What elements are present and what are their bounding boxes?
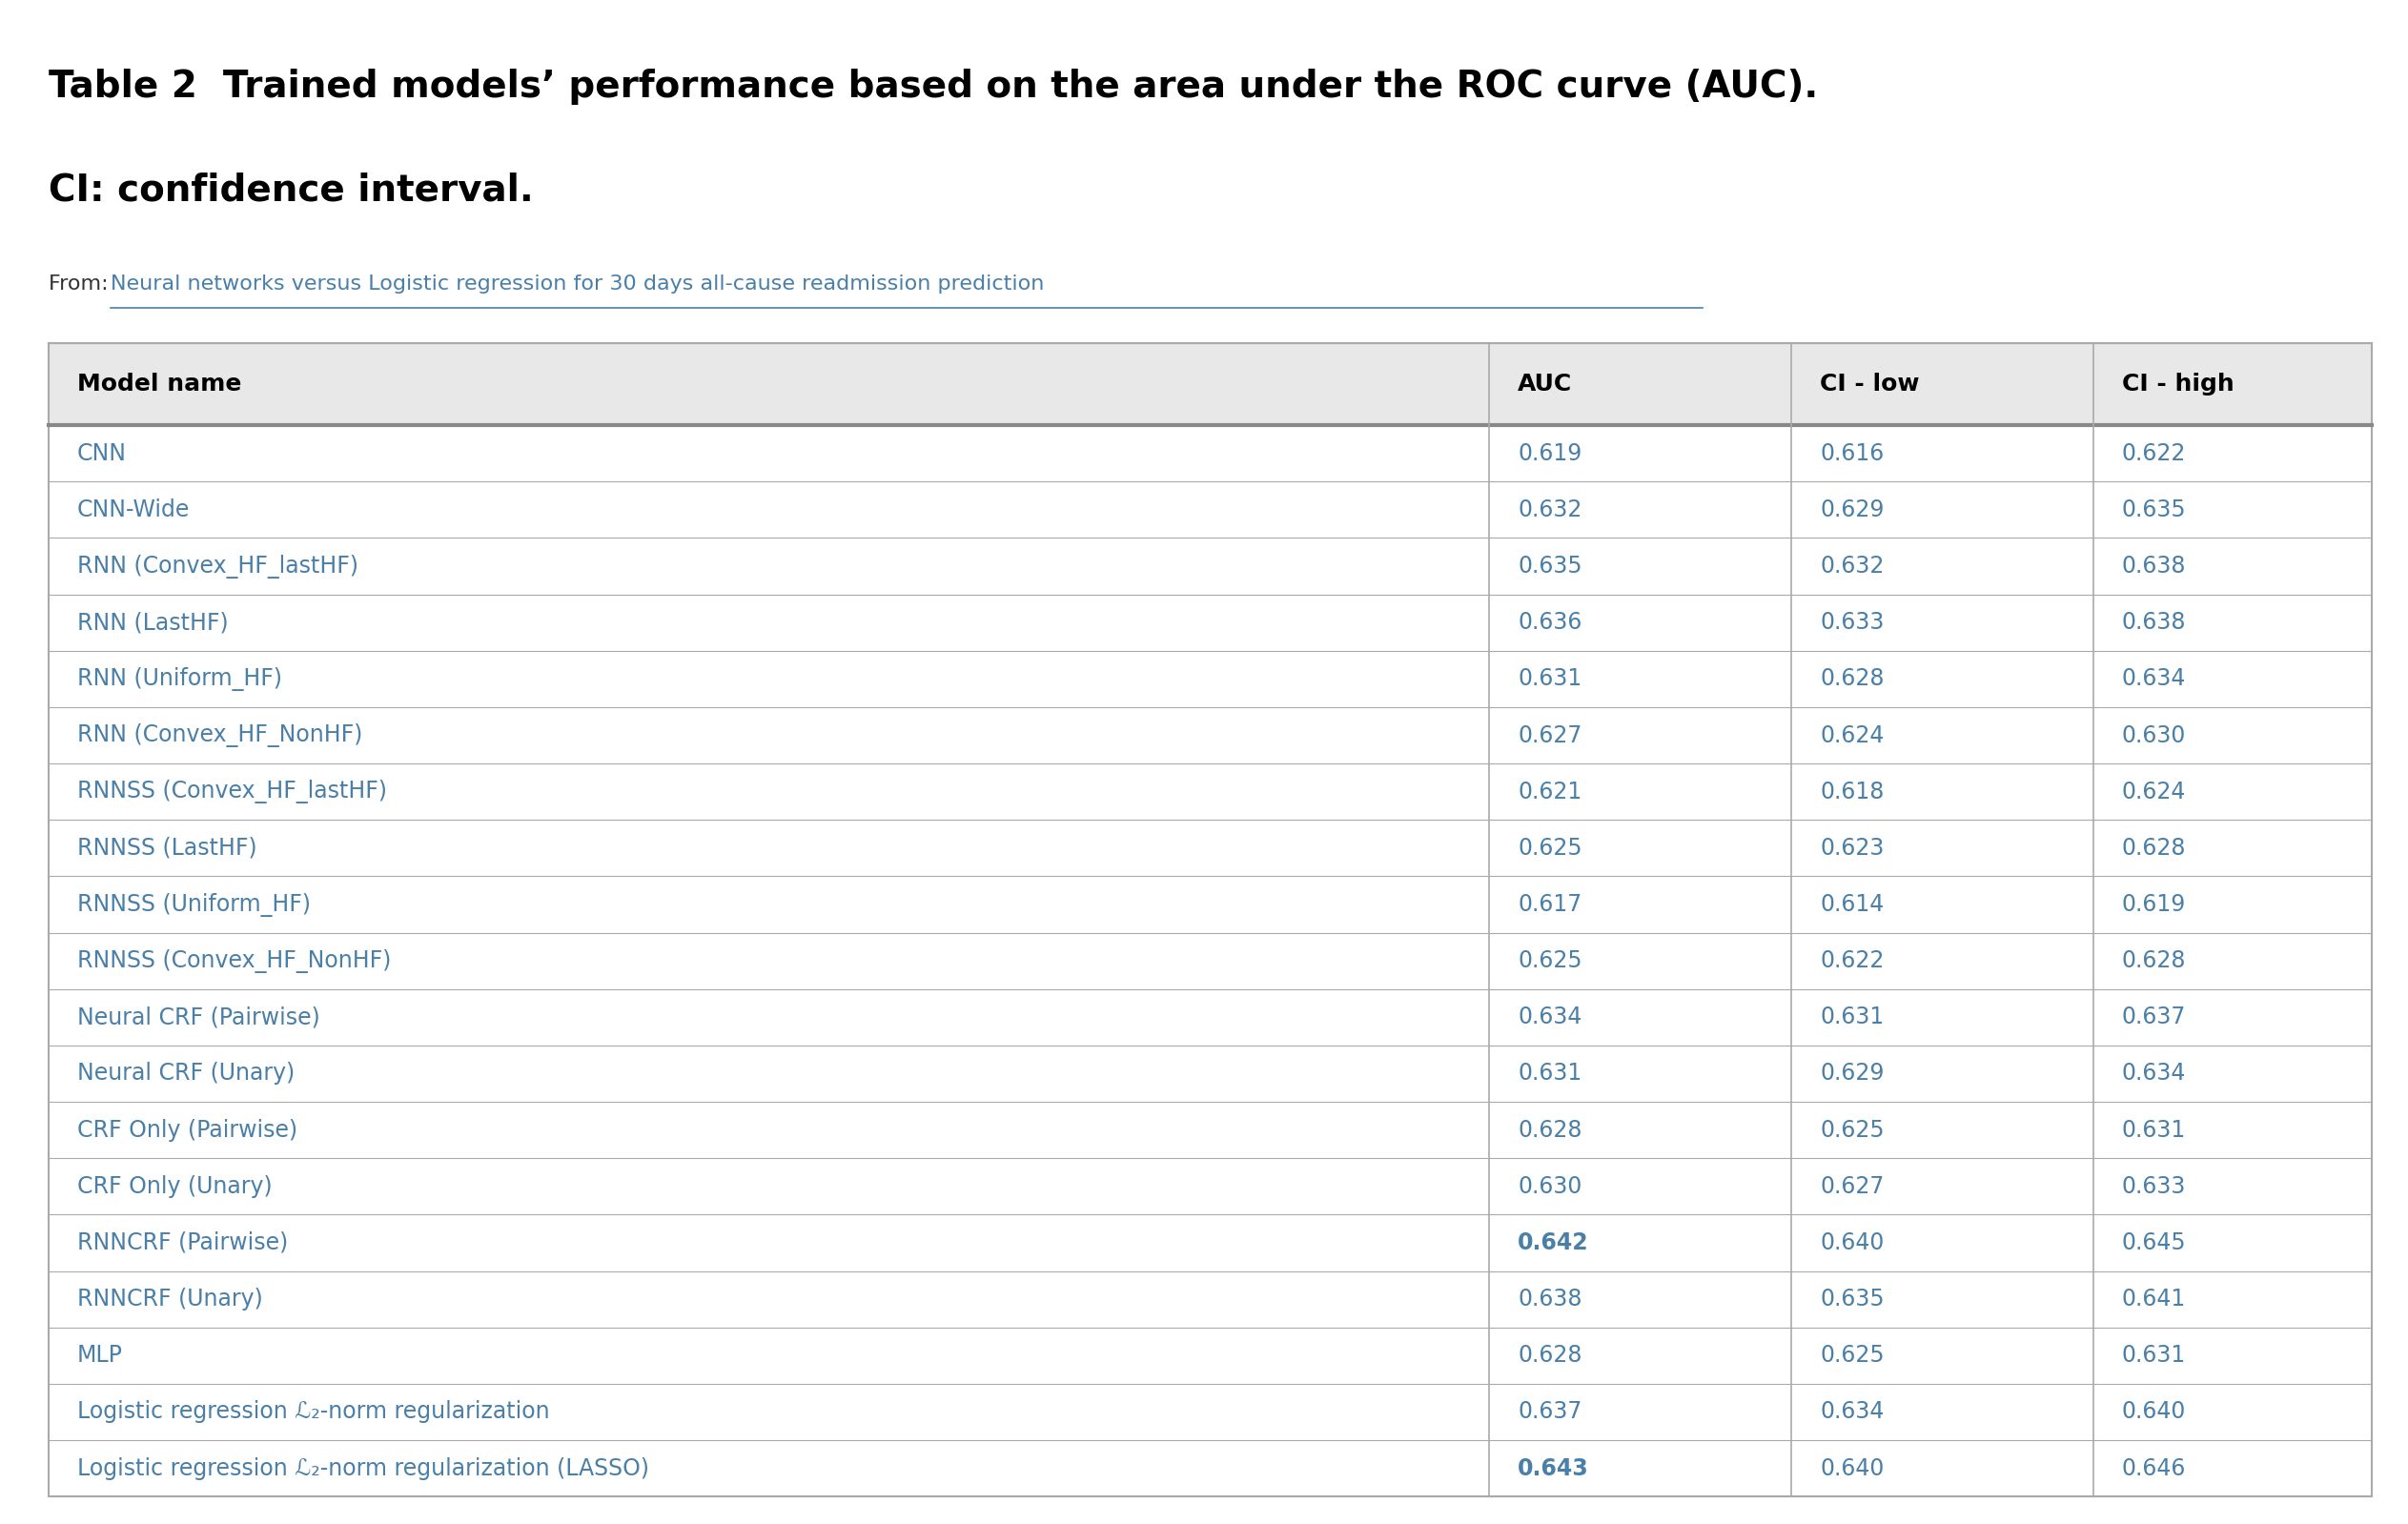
Text: CRF Only (Unary): CRF Only (Unary) (77, 1175, 272, 1198)
Text: 0.623: 0.623 (1820, 837, 1883, 860)
Text: 0.645: 0.645 (2121, 1231, 2186, 1254)
Text: RNNCRF (Pairwise): RNNCRF (Pairwise) (77, 1231, 289, 1254)
Text: 0.624: 0.624 (1820, 724, 1883, 747)
Text: 0.628: 0.628 (2121, 949, 2186, 972)
Text: CNN-Wide: CNN-Wide (77, 498, 190, 521)
Text: Logistic regression ℒ₂-norm regularization: Logistic regression ℒ₂-norm regularizati… (77, 1401, 549, 1423)
Text: 0.643: 0.643 (1517, 1457, 1589, 1480)
Text: 0.635: 0.635 (2121, 498, 2186, 521)
Text: 0.628: 0.628 (1517, 1344, 1582, 1367)
Text: Neural CRF (Unary): Neural CRF (Unary) (77, 1062, 294, 1085)
Text: MLP: MLP (77, 1344, 123, 1367)
Text: 0.638: 0.638 (2121, 611, 2186, 634)
Text: 0.617: 0.617 (1517, 893, 1582, 916)
Text: 0.632: 0.632 (1820, 555, 1883, 578)
Text: RNN (Uniform_HF): RNN (Uniform_HF) (77, 668, 282, 690)
Text: 0.625: 0.625 (1517, 837, 1582, 860)
Text: RNNSS (Convex_HF_NonHF): RNNSS (Convex_HF_NonHF) (77, 949, 390, 972)
Text: 0.614: 0.614 (1820, 893, 1883, 916)
Text: 0.631: 0.631 (1517, 1062, 1582, 1085)
Text: Table 2  Trained models’ performance based on the area under the ROC curve (AUC): Table 2 Trained models’ performance base… (48, 69, 1818, 105)
Text: 0.640: 0.640 (1820, 1231, 1883, 1254)
Text: 0.642: 0.642 (1517, 1231, 1589, 1254)
Text: 0.627: 0.627 (1517, 724, 1582, 747)
Text: Logistic regression ℒ₂-norm regularization (LASSO): Logistic regression ℒ₂-norm regularizati… (77, 1457, 650, 1480)
Text: 0.631: 0.631 (1517, 668, 1582, 690)
Text: RNNSS (Convex_HF_lastHF): RNNSS (Convex_HF_lastHF) (77, 780, 388, 803)
Text: 0.630: 0.630 (2121, 724, 2186, 747)
Text: 0.619: 0.619 (2121, 893, 2186, 916)
Text: 0.634: 0.634 (1820, 1401, 1883, 1423)
Text: RNNCRF (Unary): RNNCRF (Unary) (77, 1288, 262, 1311)
Text: 0.636: 0.636 (1517, 611, 1582, 634)
Text: 0.622: 0.622 (2121, 442, 2186, 465)
Text: 0.630: 0.630 (1517, 1175, 1582, 1198)
Text: CI: confidence interval.: CI: confidence interval. (48, 172, 532, 209)
Text: 0.631: 0.631 (2121, 1119, 2186, 1141)
Text: RNNSS (LastHF): RNNSS (LastHF) (77, 837, 258, 860)
Text: From:: From: (48, 274, 116, 294)
Text: 0.622: 0.622 (1820, 949, 1883, 972)
Text: 0.621: 0.621 (1517, 780, 1582, 803)
Text: 0.625: 0.625 (1517, 949, 1582, 972)
Text: 0.624: 0.624 (2121, 780, 2186, 803)
Text: 0.628: 0.628 (1820, 668, 1883, 690)
Text: 0.646: 0.646 (2121, 1457, 2186, 1480)
Text: 0.634: 0.634 (2121, 668, 2186, 690)
Text: 0.616: 0.616 (1820, 442, 1883, 465)
Text: 0.633: 0.633 (2121, 1175, 2186, 1198)
Text: CNN: CNN (77, 442, 128, 465)
Text: 0.629: 0.629 (1820, 1062, 1883, 1085)
Text: RNN (Convex_HF_lastHF): RNN (Convex_HF_lastHF) (77, 555, 359, 578)
Text: 0.640: 0.640 (1820, 1457, 1883, 1480)
Text: 0.627: 0.627 (1820, 1175, 1883, 1198)
Text: 0.634: 0.634 (2121, 1062, 2186, 1085)
Text: CRF Only (Pairwise): CRF Only (Pairwise) (77, 1119, 296, 1141)
Text: RNNSS (Uniform_HF): RNNSS (Uniform_HF) (77, 893, 311, 916)
Text: 0.640: 0.640 (2121, 1401, 2186, 1423)
Text: 0.638: 0.638 (2121, 555, 2186, 578)
Bar (48, 343, 2372, 425)
Text: 0.634: 0.634 (1517, 1006, 1582, 1029)
Text: 0.631: 0.631 (1820, 1006, 1883, 1029)
Bar (48, 343, 2372, 1497)
Text: CI - low: CI - low (1820, 372, 1919, 396)
Text: AUC: AUC (1517, 372, 1572, 396)
Text: 0.628: 0.628 (1517, 1119, 1582, 1141)
Text: 0.631: 0.631 (2121, 1344, 2186, 1367)
Text: 0.625: 0.625 (1820, 1119, 1885, 1141)
Text: 0.633: 0.633 (1820, 611, 1883, 634)
Text: 0.618: 0.618 (1820, 780, 1883, 803)
Text: 0.637: 0.637 (2121, 1006, 2186, 1029)
Text: RNN (LastHF): RNN (LastHF) (77, 611, 229, 634)
Text: CI - high: CI - high (2121, 372, 2235, 396)
Text: 0.641: 0.641 (2121, 1288, 2186, 1311)
Text: RNN (Convex_HF_NonHF): RNN (Convex_HF_NonHF) (77, 724, 364, 747)
Text: 0.638: 0.638 (1517, 1288, 1582, 1311)
Text: 0.635: 0.635 (1517, 555, 1582, 578)
Text: 0.628: 0.628 (2121, 837, 2186, 860)
Text: 0.619: 0.619 (1517, 442, 1582, 465)
Text: Neural CRF (Pairwise): Neural CRF (Pairwise) (77, 1006, 320, 1029)
Text: 0.629: 0.629 (1820, 498, 1883, 521)
Text: 0.632: 0.632 (1517, 498, 1582, 521)
Text: 0.625: 0.625 (1820, 1344, 1885, 1367)
Text: 0.635: 0.635 (1820, 1288, 1885, 1311)
Text: Neural networks versus Logistic regression for 30 days all-cause readmission pre: Neural networks versus Logistic regressi… (111, 274, 1045, 294)
Text: 0.637: 0.637 (1517, 1401, 1582, 1423)
Text: Model name: Model name (77, 372, 241, 396)
